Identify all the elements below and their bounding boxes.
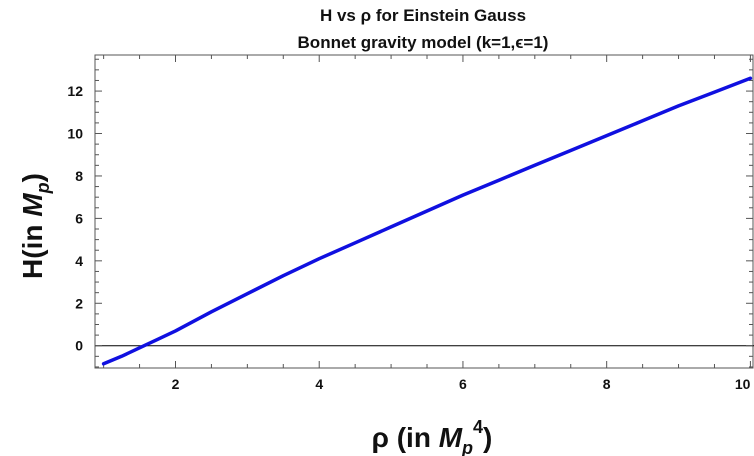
- y-tick-label: 2: [75, 295, 83, 311]
- x-axis-label-close: ): [483, 422, 492, 453]
- x-axis-label-sup: 4: [473, 417, 483, 437]
- y-axis-label-main: H(in: [17, 217, 48, 279]
- x-tick-label: 4: [315, 376, 323, 392]
- x-axis-label: ρ (in Mp4): [372, 417, 493, 456]
- plot-frame: [94, 54, 754, 369]
- x-axis-label-sub: p: [461, 438, 473, 456]
- y-tick-label: 0: [75, 338, 83, 354]
- y-axis-label-symbol: M: [17, 193, 48, 217]
- x-axis-label-symbol: M: [439, 422, 463, 453]
- chart-title-line-1: H vs ρ for Einstein Gauss: [320, 6, 526, 25]
- y-axis-label-close: ): [17, 173, 48, 182]
- y-tick-label: 8: [75, 168, 83, 184]
- chart-title-line-2: Bonnet gravity model (k=1,ϵ=1): [298, 33, 549, 52]
- y-tick-label: 4: [75, 253, 83, 269]
- x-tick-label: 10: [735, 376, 751, 392]
- y-tick-label: 6: [75, 210, 83, 226]
- y-tick-label: 10: [67, 126, 83, 142]
- plot-area: 2 4 6 8 10 0 2 4 6 8 10 12: [67, 54, 754, 392]
- series-line: [101, 76, 753, 366]
- x-axis-label-main: ρ (in: [372, 422, 439, 453]
- y-axis-label-sub: p: [33, 182, 53, 194]
- x-tick-label: 2: [172, 376, 180, 392]
- x-tick-label: 6: [459, 376, 467, 392]
- y-tick-label: 12: [67, 83, 83, 99]
- y-axis-label: H(in Mp): [17, 173, 53, 279]
- x-tick-label: 8: [603, 376, 611, 392]
